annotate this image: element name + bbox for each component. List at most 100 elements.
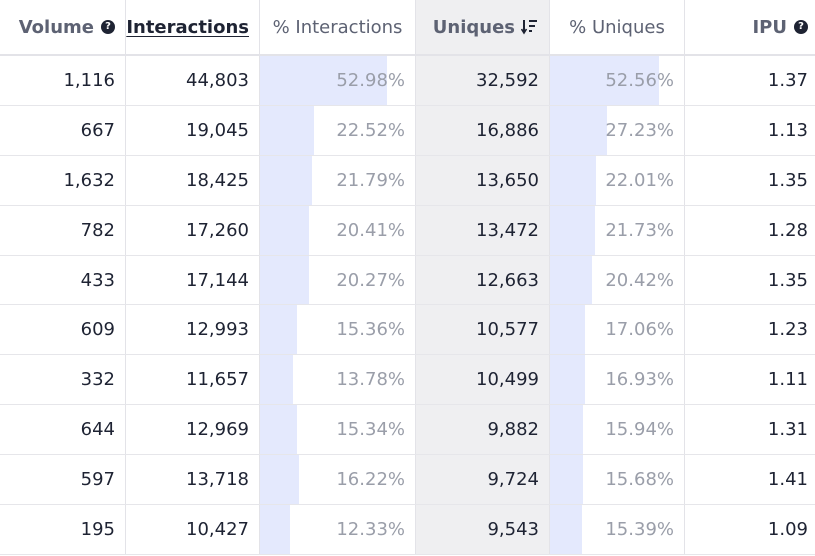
- cell-pct-uniques: 15.68%: [550, 455, 685, 505]
- pct-bar: [260, 255, 309, 305]
- column-header-uniques[interactable]: Uniques: [416, 0, 550, 54]
- cell-pct-uniques: 27.23%: [550, 105, 685, 155]
- cell-volume: 609: [0, 305, 126, 355]
- cell-volume: 667: [0, 105, 126, 155]
- column-header-label: IPU: [752, 16, 787, 38]
- table-row[interactable]: 667 19,045 22.52% 16,886 27.23% 1.13: [0, 105, 815, 156]
- pct-value: 27.23%: [605, 119, 674, 141]
- cell-interactions: 12,969: [126, 405, 260, 455]
- cell-pct-interactions: 16.22%: [260, 455, 416, 505]
- pct-value: 21.79%: [336, 169, 405, 191]
- cell-pct-interactions: 21.79%: [260, 155, 416, 205]
- cell-pct-interactions: 12.33%: [260, 505, 416, 554]
- cell-volume: 782: [0, 205, 126, 255]
- pct-bar: [550, 305, 586, 355]
- cell-volume: 433: [0, 255, 126, 305]
- cell-pct-uniques: 15.94%: [550, 405, 685, 455]
- table-row[interactable]: 1,632 18,425 21.79% 13,650 22.01% 1.35: [0, 155, 815, 206]
- pct-bar: [550, 455, 583, 505]
- cell-pct-interactions: 20.41%: [260, 205, 416, 255]
- cell-pct-uniques: 22.01%: [550, 155, 685, 205]
- sort-descending-icon[interactable]: [521, 18, 539, 36]
- pct-value: 16.22%: [336, 469, 405, 491]
- table-row[interactable]: 195 10,427 12.33% 9,543 15.39% 1.09: [0, 505, 815, 555]
- cell-uniques: 9,882: [416, 405, 550, 455]
- cell-interactions: 18,425: [126, 155, 260, 205]
- pct-value: 15.36%: [336, 319, 405, 341]
- cell-pct-interactions: 15.36%: [260, 305, 416, 355]
- cell-interactions: 44,803: [126, 56, 260, 105]
- cell-pct-interactions: 20.27%: [260, 255, 416, 305]
- cell-pct-uniques: 17.06%: [550, 305, 685, 355]
- table-row[interactable]: 609 12,993 15.36% 10,577 17.06% 1.23: [0, 305, 815, 356]
- column-header-label: Uniques: [432, 16, 515, 38]
- pct-bar: [260, 455, 299, 505]
- pct-value: 15.39%: [605, 518, 674, 540]
- cell-uniques: 12,663: [416, 255, 550, 305]
- cell-pct-uniques: 52.56%: [550, 56, 685, 105]
- cell-pct-uniques: 20.42%: [550, 255, 685, 305]
- pct-bar: [260, 355, 294, 405]
- column-header-volume[interactable]: Volume ?: [0, 0, 126, 54]
- cell-ipu: 1.09: [767, 518, 808, 540]
- cell-volume: 1,116: [0, 56, 126, 105]
- column-header-label: Volume: [18, 16, 94, 38]
- cell-pct-uniques: 15.39%: [550, 505, 685, 554]
- cell-ipu: 1.37: [767, 69, 808, 91]
- cell-interactions: 13,718: [126, 455, 260, 505]
- pct-bar: [550, 405, 584, 455]
- pct-bar: [260, 205, 310, 255]
- column-header-interactions[interactable]: Interactions: [126, 0, 260, 54]
- pct-value: 15.68%: [605, 469, 674, 491]
- help-icon[interactable]: ?: [794, 20, 808, 34]
- table-row[interactable]: 597 13,718 16.22% 9,724 15.68% 1.41: [0, 455, 815, 506]
- pct-value: 52.98%: [336, 69, 405, 91]
- pct-value: 17.06%: [605, 319, 674, 341]
- table-header: Volume ? Interactions % Interactions Uni…: [0, 0, 815, 56]
- cell-ipu: 1.23: [767, 319, 808, 341]
- pct-bar: [550, 255, 593, 305]
- cell-ipu: 1.13: [767, 119, 808, 141]
- table-row[interactable]: 782 17,260 20.41% 13,472 21.73% 1.28: [0, 205, 815, 256]
- pct-bar: [550, 505, 582, 554]
- table-row[interactable]: 644 12,969 15.34% 9,882 15.94% 1.31: [0, 405, 815, 456]
- pct-value: 20.41%: [336, 219, 405, 241]
- cell-uniques: 16,886: [416, 105, 550, 155]
- table-row[interactable]: 1,116 44,803 52.98% 32,592 52.56% 1.37: [0, 56, 815, 106]
- cell-pct-uniques: 16.93%: [550, 355, 685, 405]
- pct-bar: [550, 56, 660, 105]
- cell-ipu: 1.11: [767, 369, 808, 391]
- cell-volume: 597: [0, 455, 126, 505]
- pct-bar: [550, 105, 607, 155]
- cell-interactions: 10,427: [126, 505, 260, 554]
- pct-value: 20.42%: [605, 269, 674, 291]
- help-icon[interactable]: ?: [101, 20, 115, 34]
- table-row[interactable]: 433 17,144 20.27% 12,663 20.42% 1.35: [0, 255, 815, 306]
- cell-ipu: 1.28: [767, 219, 808, 241]
- column-header-ipu[interactable]: IPU ?: [685, 0, 815, 54]
- cell-uniques: 32,592: [416, 56, 550, 105]
- cell-ipu: 1.35: [767, 269, 808, 291]
- cell-pct-interactions: 15.34%: [260, 405, 416, 455]
- cell-volume: 644: [0, 405, 126, 455]
- pct-bar: [550, 355, 586, 405]
- column-header-pct-interactions[interactable]: % Interactions: [260, 0, 416, 54]
- column-header-label: % Interactions: [272, 16, 403, 38]
- cell-ipu: 1.31: [767, 419, 808, 441]
- cell-interactions: 19,045: [126, 105, 260, 155]
- pct-value: 20.27%: [336, 269, 405, 291]
- cell-ipu: 1.35: [767, 169, 808, 191]
- pct-value: 15.94%: [605, 419, 674, 441]
- pct-bar: [260, 305, 297, 355]
- pct-value: 15.34%: [336, 419, 405, 441]
- cell-ipu: 1.41: [767, 469, 808, 491]
- pct-value: 52.56%: [605, 69, 674, 91]
- column-header-label: Interactions: [126, 16, 249, 38]
- table-row[interactable]: 332 11,657 13.78% 10,499 16.93% 1.11: [0, 355, 815, 406]
- column-header-pct-uniques[interactable]: % Uniques: [550, 0, 685, 54]
- pct-value: 22.01%: [605, 169, 674, 191]
- cell-uniques: 10,499: [416, 355, 550, 405]
- pct-bar: [260, 56, 388, 105]
- cell-pct-interactions: 22.52%: [260, 105, 416, 155]
- cell-uniques: 9,543: [416, 505, 550, 554]
